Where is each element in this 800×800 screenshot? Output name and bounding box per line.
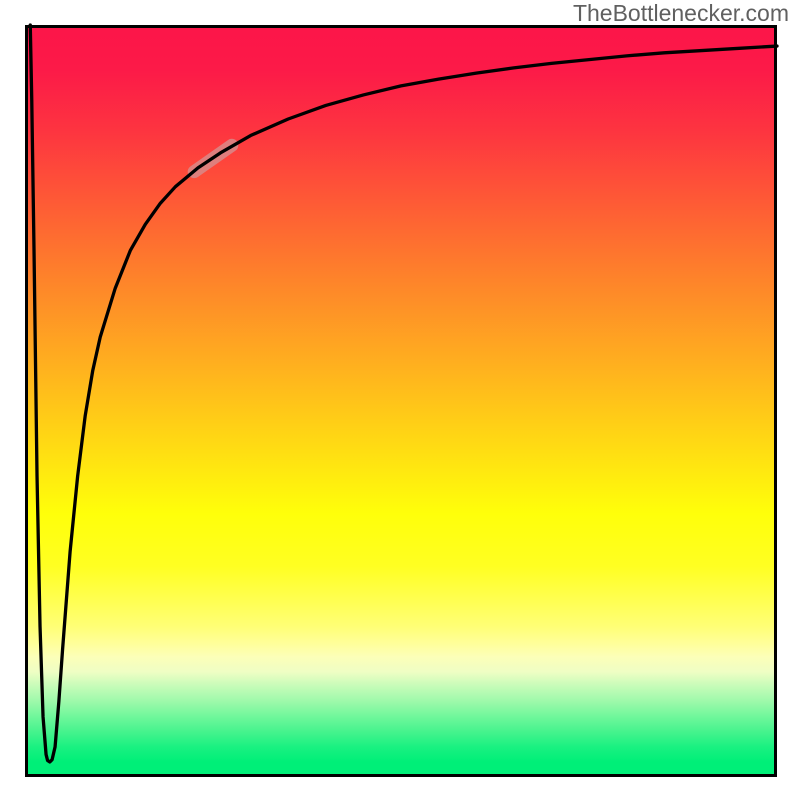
plot-border-right bbox=[774, 25, 777, 777]
chart-stage: TheBottlenecker.com bbox=[0, 0, 800, 800]
plot-border-bottom bbox=[25, 774, 777, 777]
plot-svg bbox=[25, 25, 777, 777]
plot-area bbox=[25, 25, 777, 777]
plot-border-left bbox=[25, 25, 28, 777]
attribution-label: TheBottlenecker.com bbox=[573, 0, 789, 27]
bottleneck-curve bbox=[30, 25, 777, 762]
